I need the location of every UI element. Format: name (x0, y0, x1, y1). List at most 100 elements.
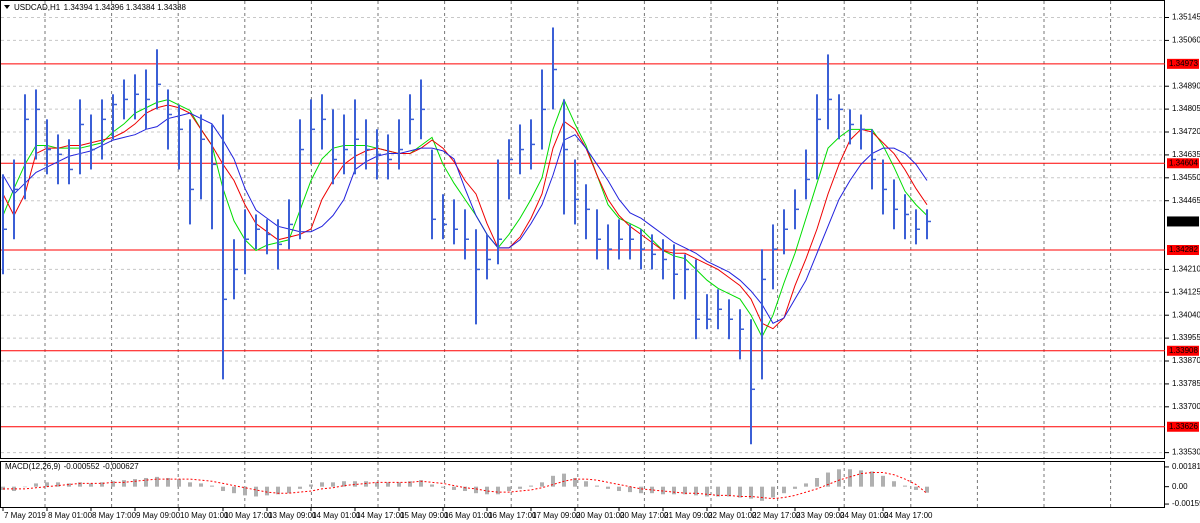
symbol: USDCAD,H1 (14, 3, 61, 12)
macd-histogram-bar (309, 484, 313, 487)
macd-histogram-bar (177, 479, 181, 487)
macd-histogram-bar (716, 486, 720, 497)
macd-histogram-bar (804, 483, 808, 487)
macd-histogram-bar (705, 486, 709, 497)
macd-histogram-bar (144, 477, 148, 487)
macd-histogram-bar (738, 486, 742, 498)
macd-histogram-bar (859, 470, 863, 487)
last-bar-prices: 1.34394 1.34396 1.34384 1.34388 (64, 3, 187, 12)
macd-panel-frame (0, 461, 1165, 508)
y-tick-label: 1.33955 (1172, 333, 1200, 342)
macd-histogram-bar (111, 481, 115, 487)
macd-histogram-bar (672, 486, 676, 495)
macd-histogram-bar (474, 486, 478, 494)
macd-histogram-bar (540, 482, 544, 487)
macd-histogram-bar (100, 482, 104, 487)
macd-value: -0.000552 (64, 462, 101, 471)
macd-histogram-bar (298, 486, 302, 489)
level-label-bg (1167, 58, 1199, 69)
macd-histogram-bar (419, 480, 423, 487)
macd-histogram-bar (45, 482, 49, 487)
x-tick-label: 13 May 09:00 (268, 511, 317, 520)
y-tick-label: 1.33785 (1172, 379, 1200, 388)
macd-y-tick-label: 0.00 (1172, 482, 1188, 491)
macd-histogram-bar (210, 485, 214, 487)
macd-histogram-bar (661, 486, 665, 495)
macd-histogram-bar (78, 482, 82, 487)
macd-histogram-bar (155, 476, 159, 487)
current-price-label: 1.34388 (1169, 217, 1198, 226)
level-label: 1.34973 (1169, 59, 1198, 68)
x-tick-label: 22 May 17:00 (752, 511, 801, 520)
macd-histogram-bar (870, 471, 874, 487)
macd-histogram-bar (628, 486, 632, 493)
macd-histogram-bar (529, 485, 533, 487)
x-tick-label: 23 May 09:00 (796, 511, 845, 520)
x-tick-label: 22 May 01:00 (708, 511, 757, 520)
macd-histogram-bar (122, 480, 126, 487)
macd-y-tick-label: 0.001817 (1172, 462, 1200, 471)
x-tick-label: 14 May 01:00 (312, 511, 361, 520)
macd-histogram-bar (265, 486, 269, 496)
macd-histogram-bar (331, 482, 335, 487)
macd-histogram-bar (199, 483, 203, 487)
macd-histogram-bar (892, 481, 896, 487)
macd-histogram-bar (166, 477, 170, 487)
x-tick-label: 16 May 01:00 (444, 511, 493, 520)
macd-histogram-bar (617, 486, 621, 492)
y-tick-label: 1.33870 (1172, 356, 1200, 365)
x-tick-label: 24 May 17:00 (884, 511, 933, 520)
macd-histogram-bar (221, 486, 225, 492)
moving-average (2, 112, 928, 324)
macd-histogram-bar (507, 486, 511, 492)
y-tick-label: 1.34125 (1172, 287, 1200, 296)
macd-histogram-bar (463, 486, 467, 492)
level-label: 1.33626 (1169, 422, 1198, 431)
y-tick-label: 1.35060 (1172, 36, 1200, 45)
macd-histogram-bar (826, 472, 830, 487)
y-tick-label: 1.34550 (1172, 173, 1200, 182)
macd-histogram-bar (485, 486, 489, 495)
x-tick-label: 20 May 17:00 (620, 511, 669, 520)
y-tick-label: 1.34890 (1172, 81, 1200, 90)
macd-histogram-bar (89, 483, 93, 487)
y-tick-label: 1.33700 (1172, 402, 1200, 411)
macd-histogram-bar (441, 486, 445, 488)
y-tick-label: 1.34210 (1172, 265, 1200, 274)
macd-histogram-bar (56, 482, 60, 487)
x-tick-label: 15 May 09:00 (400, 511, 449, 520)
level-label: 1.34282 (1169, 245, 1198, 254)
x-tick-label: 24 May 01:00 (840, 511, 889, 520)
y-tick-label: 1.34720 (1172, 127, 1200, 136)
macd-histogram-bar (881, 475, 885, 487)
macd-title: MACD(12,26,9) -0.000552 -0.000627 (5, 462, 139, 471)
macd-histogram-bar (386, 482, 390, 487)
macd-histogram-bar (903, 485, 907, 487)
x-tick-label: 21 May 09:00 (664, 511, 713, 520)
macd-histogram-bar (848, 469, 852, 487)
y-tick-label: 1.34040 (1172, 310, 1200, 319)
macd-histogram-bar (1, 486, 5, 490)
main-panel-frame (0, 0, 1165, 459)
macd-histogram-bar (133, 479, 137, 487)
level-label: 1.34604 (1169, 158, 1198, 167)
macd-histogram-bar (188, 482, 192, 487)
macd-histogram-bar (760, 486, 764, 501)
macd-histogram-bar (573, 477, 577, 487)
macd-histogram-bar (782, 486, 786, 494)
macd-histogram-bar (562, 473, 566, 487)
macd-histogram-bar (683, 486, 687, 495)
macd-histogram-bar (287, 486, 291, 494)
macd-y-tick-label: -0.001599 (1172, 499, 1200, 508)
macd-histogram-bar (353, 481, 357, 487)
y-tick-label: 1.35145 (1172, 13, 1200, 22)
macd-histogram-bar (364, 481, 368, 487)
chart-title: USDCAD,H1 1.34394 1.34396 1.34384 1.34388 (14, 3, 187, 12)
x-tick-label: 8 May 01:00 (48, 511, 93, 520)
macd-histogram-bar (793, 486, 797, 489)
level-label-bg (1167, 158, 1199, 169)
macd-name: MACD(12,26,9) (5, 462, 61, 471)
macd-histogram-bar (837, 469, 841, 487)
macd-histogram-bar (408, 481, 412, 487)
